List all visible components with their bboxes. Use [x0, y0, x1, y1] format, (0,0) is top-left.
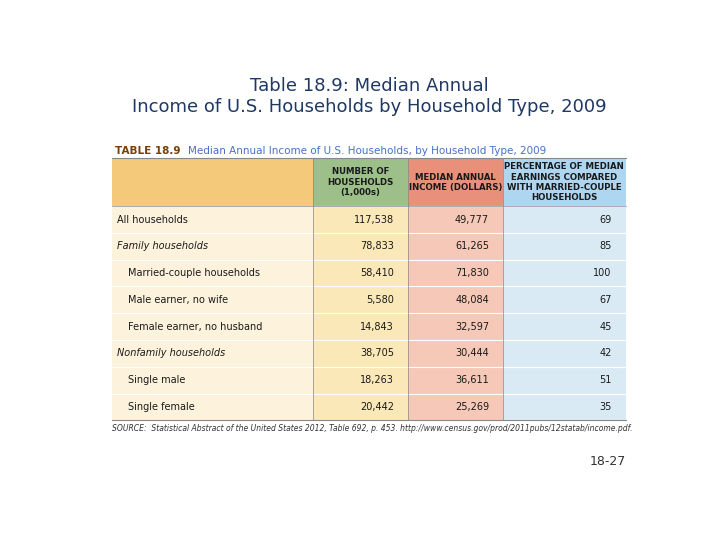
- Text: MEDIAN ANNUAL
INCOME (DOLLARS): MEDIAN ANNUAL INCOME (DOLLARS): [409, 173, 502, 192]
- FancyBboxPatch shape: [503, 313, 626, 340]
- FancyBboxPatch shape: [503, 287, 626, 313]
- FancyBboxPatch shape: [408, 233, 503, 260]
- FancyBboxPatch shape: [112, 260, 313, 287]
- Text: 25,269: 25,269: [455, 402, 489, 412]
- Text: Single male: Single male: [128, 375, 185, 385]
- FancyBboxPatch shape: [503, 206, 626, 233]
- FancyBboxPatch shape: [313, 233, 408, 260]
- Text: Median Annual Income of U.S. Households, by Household Type, 2009: Median Annual Income of U.S. Households,…: [188, 146, 546, 156]
- Text: 58,410: 58,410: [360, 268, 394, 278]
- Text: 48,084: 48,084: [455, 295, 489, 305]
- FancyBboxPatch shape: [112, 394, 313, 420]
- FancyBboxPatch shape: [313, 340, 408, 367]
- FancyBboxPatch shape: [112, 340, 313, 367]
- FancyBboxPatch shape: [503, 158, 626, 206]
- Text: PERCENTAGE OF MEDIAN
EARNINGS COMPARED
WITH MARRIED-COUPLE
HOUSEHOLDS: PERCENTAGE OF MEDIAN EARNINGS COMPARED W…: [505, 162, 624, 202]
- Text: SOURCE:  Statistical Abstract of the United States 2012, Table 692, p. 453. http: SOURCE: Statistical Abstract of the Unit…: [112, 424, 633, 434]
- Text: 117,538: 117,538: [354, 214, 394, 225]
- Text: 32,597: 32,597: [455, 322, 489, 332]
- Text: 85: 85: [599, 241, 612, 251]
- FancyBboxPatch shape: [408, 287, 503, 313]
- Text: 45: 45: [599, 322, 612, 332]
- Text: 61,265: 61,265: [455, 241, 489, 251]
- FancyBboxPatch shape: [503, 394, 626, 420]
- FancyBboxPatch shape: [313, 394, 408, 420]
- Text: 36,611: 36,611: [455, 375, 489, 385]
- FancyBboxPatch shape: [313, 367, 408, 394]
- Text: 18-27: 18-27: [590, 455, 626, 468]
- Text: 35: 35: [599, 402, 612, 412]
- FancyBboxPatch shape: [408, 260, 503, 287]
- Text: 14,843: 14,843: [360, 322, 394, 332]
- FancyBboxPatch shape: [408, 394, 503, 420]
- Text: All households: All households: [117, 214, 188, 225]
- Text: 5,580: 5,580: [366, 295, 394, 305]
- FancyBboxPatch shape: [503, 233, 626, 260]
- Text: 42: 42: [599, 348, 612, 359]
- Text: 18,263: 18,263: [360, 375, 394, 385]
- Text: 69: 69: [600, 214, 612, 225]
- Text: Married-couple households: Married-couple households: [128, 268, 260, 278]
- Text: 38,705: 38,705: [360, 348, 394, 359]
- FancyBboxPatch shape: [313, 287, 408, 313]
- FancyBboxPatch shape: [408, 367, 503, 394]
- Text: 49,777: 49,777: [455, 214, 489, 225]
- FancyBboxPatch shape: [408, 206, 503, 233]
- Text: 67: 67: [599, 295, 612, 305]
- FancyBboxPatch shape: [112, 367, 313, 394]
- FancyBboxPatch shape: [313, 158, 408, 206]
- FancyBboxPatch shape: [313, 206, 408, 233]
- Text: 78,833: 78,833: [360, 241, 394, 251]
- Text: 30,444: 30,444: [455, 348, 489, 359]
- Text: 20,442: 20,442: [360, 402, 394, 412]
- FancyBboxPatch shape: [112, 158, 313, 206]
- FancyBboxPatch shape: [112, 233, 313, 260]
- FancyBboxPatch shape: [408, 158, 503, 206]
- FancyBboxPatch shape: [408, 340, 503, 367]
- Text: Male earner, no wife: Male earner, no wife: [128, 295, 228, 305]
- Text: Table 18.9: Median Annual
Income of U.S. Households by Household Type, 2009: Table 18.9: Median Annual Income of U.S.…: [132, 77, 606, 116]
- FancyBboxPatch shape: [408, 313, 503, 340]
- Text: Female earner, no husband: Female earner, no husband: [128, 322, 262, 332]
- Text: Single female: Single female: [128, 402, 194, 412]
- Text: Nonfamily households: Nonfamily households: [117, 348, 225, 359]
- FancyBboxPatch shape: [503, 260, 626, 287]
- FancyBboxPatch shape: [313, 260, 408, 287]
- FancyBboxPatch shape: [313, 313, 408, 340]
- Text: TABLE 18.9: TABLE 18.9: [115, 146, 181, 156]
- Text: 71,830: 71,830: [455, 268, 489, 278]
- Text: 51: 51: [599, 375, 612, 385]
- Text: NUMBER OF
HOUSEHOLDS
(1,000s): NUMBER OF HOUSEHOLDS (1,000s): [328, 167, 394, 197]
- Text: Family households: Family households: [117, 241, 208, 251]
- FancyBboxPatch shape: [112, 313, 313, 340]
- Text: 100: 100: [593, 268, 612, 278]
- FancyBboxPatch shape: [112, 206, 313, 233]
- FancyBboxPatch shape: [503, 367, 626, 394]
- FancyBboxPatch shape: [503, 340, 626, 367]
- FancyBboxPatch shape: [112, 287, 313, 313]
